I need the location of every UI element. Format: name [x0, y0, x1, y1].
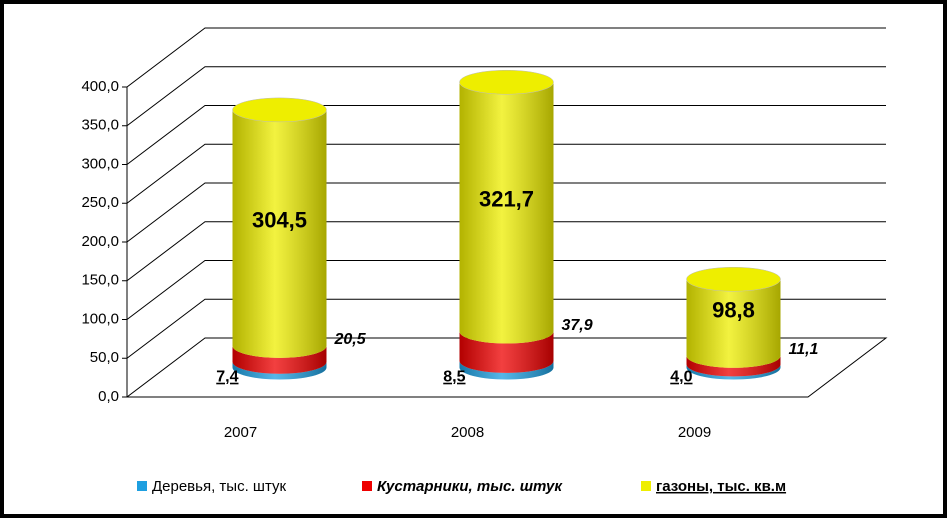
legend-swatch — [641, 481, 651, 491]
grid-line — [126, 221, 886, 282]
y-tick-label: 150,0 — [81, 272, 119, 289]
value-label: 304,5 — [252, 208, 307, 233]
cylinder-shade — [459, 82, 554, 344]
cylinder-shade — [232, 345, 327, 374]
value-label: 20,5 — [334, 331, 367, 348]
y-tick-label: 350,0 — [81, 117, 119, 134]
x-tick-label: 2007 — [224, 424, 257, 441]
value-label: 37,9 — [562, 317, 593, 334]
value-label: 98,8 — [712, 297, 755, 322]
y-tick-label: 100,0 — [81, 310, 119, 327]
y-tick-label: 400,0 — [81, 78, 119, 95]
grid-line — [126, 143, 886, 204]
y-tick-label: 200,0 — [81, 233, 119, 250]
legend-swatch — [137, 481, 147, 491]
y-tick-label: 0,0 — [98, 388, 119, 405]
cylinder-shade — [232, 109, 327, 358]
value-label: 7,4 — [216, 369, 238, 386]
cylinder-shade — [459, 331, 554, 373]
x-tick-label: 2009 — [678, 424, 711, 441]
grid-line — [126, 298, 886, 359]
cylinder-top — [459, 69, 554, 95]
cylinder-top — [232, 97, 327, 123]
value-label: 8,5 — [443, 369, 465, 386]
y-tick-label: 50,0 — [90, 349, 119, 366]
cylinder-shade — [232, 361, 327, 380]
grid-line — [126, 105, 886, 165]
cylinder-shade — [686, 364, 781, 380]
y-tick-label: 250,0 — [81, 194, 119, 211]
value-label: 11,1 — [789, 341, 819, 358]
legend-label: Деревья, тыс. штук — [152, 478, 286, 495]
value-label: 4,0 — [670, 369, 692, 386]
value-label: 321,7 — [479, 187, 534, 212]
y-tick-label: 300,0 — [81, 155, 119, 172]
cylinder-shade — [686, 279, 781, 368]
legend-label: газоны, тыс. кв.м — [656, 478, 786, 495]
x-tick-label: 2008 — [451, 424, 484, 441]
legend-swatch — [362, 481, 372, 491]
grid-line — [126, 182, 886, 243]
cylinder-shade — [459, 360, 554, 380]
grid-line — [126, 66, 886, 127]
cylinder-top — [686, 266, 781, 292]
grid-line — [126, 27, 886, 88]
legend-label: Кустарники, тыс. штук — [377, 478, 563, 495]
cylinder-shade — [686, 355, 781, 377]
floor — [125, 337, 888, 398]
grid-line — [126, 260, 886, 320]
